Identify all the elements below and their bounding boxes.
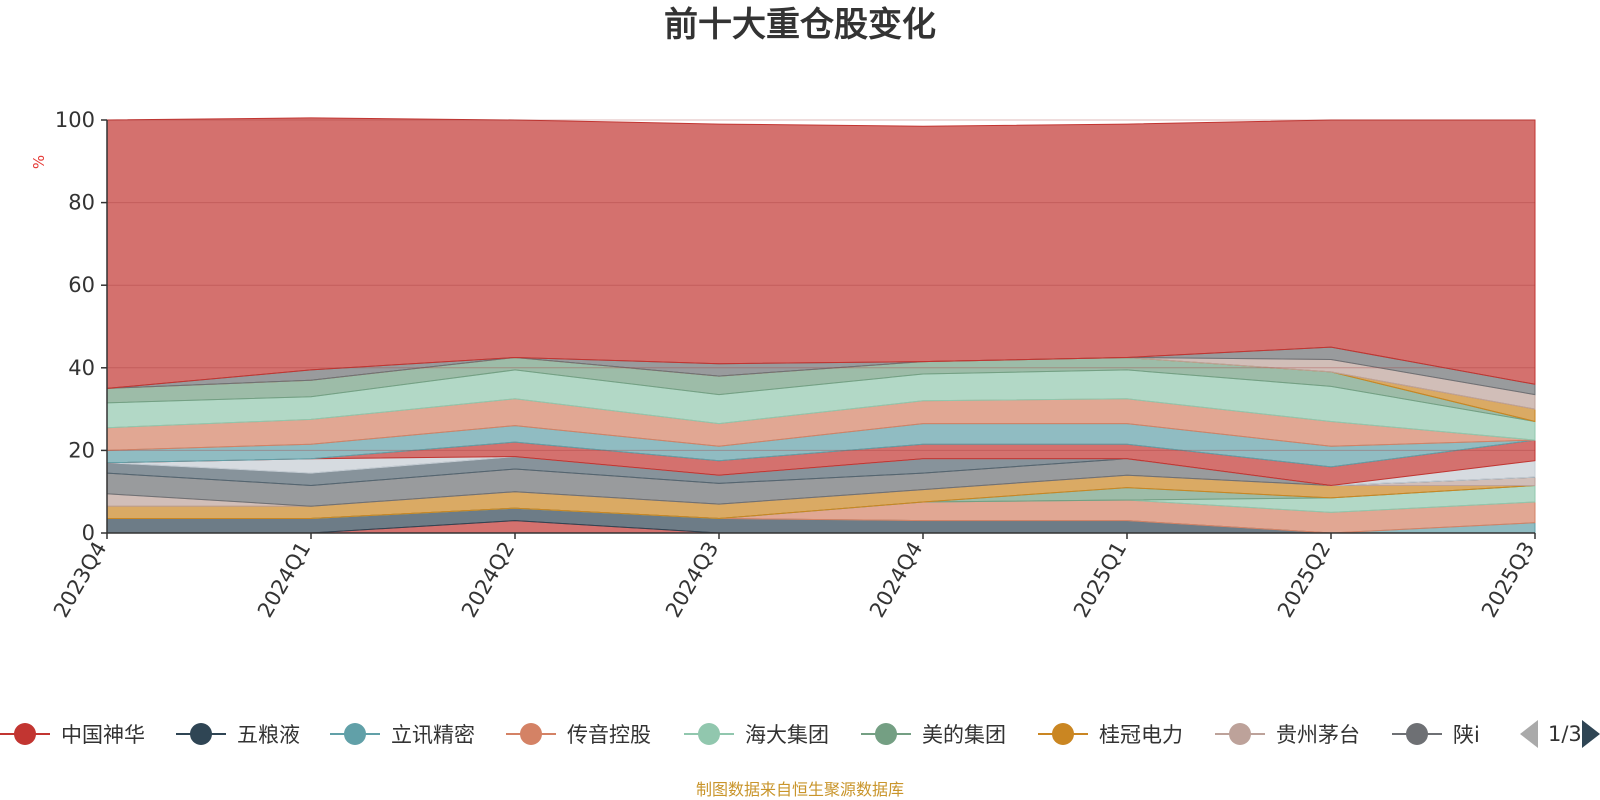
- x-tick-label-0: 2023Q4: [49, 538, 111, 622]
- legend-item-4[interactable]: 海大集团: [684, 723, 829, 747]
- legend-label-5: 美的集团: [922, 723, 1006, 747]
- y-tick-label-40: 40: [68, 356, 95, 380]
- area-series-group: [106, 117, 1536, 534]
- legend-item-1[interactable]: 五粮液: [176, 723, 300, 747]
- y-axis-unit: %: [30, 155, 48, 169]
- legend-marker-4: [698, 723, 720, 745]
- y-tick-label-20: 20: [68, 438, 95, 462]
- x-tick-label-2: 2024Q2: [457, 538, 519, 622]
- legend-label-4: 海大集团: [745, 723, 829, 747]
- x-tick-label-6: 2025Q2: [1273, 538, 1335, 622]
- y-tick-label-60: 60: [68, 273, 95, 297]
- legend-label-7: 贵州茅台: [1276, 723, 1360, 747]
- x-tick-label-4: 2024Q4: [865, 538, 927, 622]
- area-series-19: [106, 117, 1536, 389]
- legend-label-6: 桂冠电力: [1099, 723, 1183, 747]
- x-tick-label-5: 2025Q1: [1069, 538, 1131, 622]
- legend-label-0: 中国神华: [61, 723, 145, 747]
- y-tick-label-80: 80: [68, 191, 95, 215]
- legend-label-8: 陕i: [1453, 723, 1480, 747]
- legend-item-0[interactable]: 中国神华: [0, 723, 145, 747]
- legend-marker-6: [1052, 723, 1074, 745]
- legend-prev-page-icon[interactable]: [1520, 720, 1538, 748]
- legend-item-2[interactable]: 立讯精密: [330, 723, 475, 747]
- legend-label-2: 立讯精密: [391, 723, 475, 747]
- legend-marker-7: [1229, 723, 1251, 745]
- legend-marker-3: [520, 723, 542, 745]
- legend-item-3[interactable]: 传音控股: [506, 723, 651, 747]
- legend-marker-1: [190, 723, 212, 745]
- legend-marker-8: [1406, 723, 1428, 745]
- legend-item-6[interactable]: 桂冠电力: [1038, 723, 1183, 747]
- legend-label-1: 五粮液: [237, 723, 300, 747]
- legend-item-5[interactable]: 美的集团: [861, 723, 1006, 747]
- legend: 中国神华 五粮液 立讯精密 传音控股 海大集团 美的集团 桂冠电力 贵州茅台 陕i 1/3: [0, 720, 1600, 748]
- legend-item-8[interactable]: 陕i: [1392, 723, 1480, 747]
- y-tick-label-0: 0: [82, 521, 95, 545]
- data-source-note: 制图数据来自恒生聚源数据库: [696, 780, 904, 799]
- y-tick-label-100: 100: [55, 108, 95, 132]
- legend-next-page-icon[interactable]: [1582, 720, 1600, 748]
- x-tick-label-1: 2024Q1: [253, 538, 315, 622]
- legend-marker-0: [14, 723, 36, 745]
- legend-marker-5: [875, 723, 897, 745]
- legend-page-indicator: 1/3: [1548, 722, 1582, 746]
- legend-marker-2: [344, 723, 366, 745]
- legend-item-7[interactable]: 贵州茅台: [1215, 723, 1360, 747]
- legend-label-3: 传音控股: [567, 723, 651, 747]
- x-tick-label-7: 2025Q3: [1477, 538, 1539, 622]
- chart-title: 前十大重仓股变化: [664, 5, 936, 45]
- x-tick-label-3: 2024Q3: [661, 538, 723, 622]
- gridlines: [107, 119, 1535, 451]
